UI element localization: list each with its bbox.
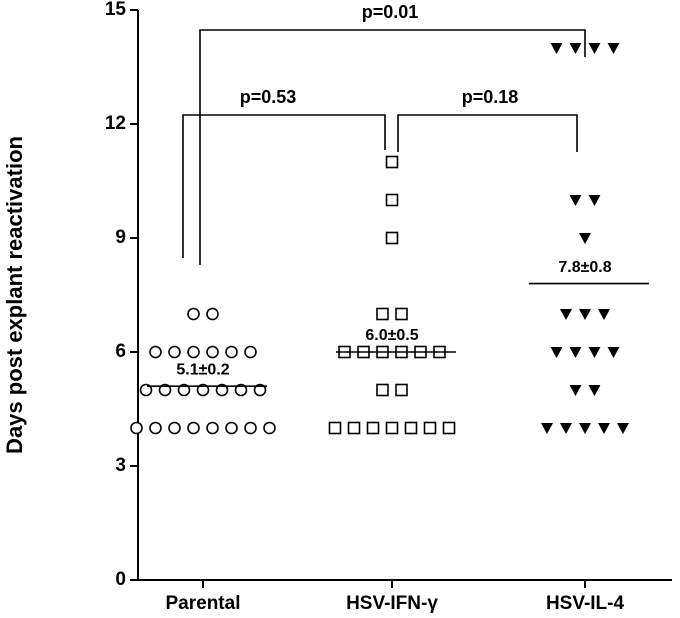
mean-label: 7.8±0.8 (558, 259, 611, 276)
significance-bracket (199, 29, 586, 265)
point (550, 43, 563, 54)
point (579, 233, 591, 244)
p-value-label: p=0.18 (462, 87, 519, 107)
y-tick-label: 3 (115, 455, 126, 476)
point (423, 421, 437, 435)
point (225, 421, 238, 435)
point (598, 423, 610, 434)
point (579, 309, 591, 320)
point (187, 345, 200, 359)
y-axis-label: Days post explant reactivation (2, 136, 27, 454)
point (588, 385, 601, 396)
point (149, 345, 162, 359)
point (225, 345, 238, 359)
y-tick-label: 9 (115, 227, 126, 248)
point (385, 231, 399, 245)
y-tick-label: 12 (105, 113, 126, 134)
point (588, 347, 601, 358)
point (607, 347, 620, 358)
point (560, 423, 572, 434)
significance-bracket (182, 114, 386, 258)
point (385, 421, 399, 435)
p-value-label: p=0.53 (240, 87, 297, 107)
point (588, 43, 601, 54)
point (168, 345, 181, 359)
point (385, 193, 399, 207)
mean-label: 5.1±0.2 (176, 361, 229, 378)
p-value-label: p=0.01 (362, 2, 419, 22)
mean-label: 6.0±0.5 (365, 327, 418, 344)
point (206, 345, 219, 359)
point (598, 309, 610, 320)
point (215, 383, 229, 397)
point (366, 421, 380, 435)
point (617, 423, 629, 434)
point (395, 307, 408, 321)
point (569, 43, 582, 54)
point (588, 195, 601, 206)
point (347, 421, 361, 435)
point (177, 383, 191, 397)
point (234, 383, 248, 397)
point (569, 347, 582, 358)
point (130, 421, 143, 435)
x-tick-label: HSV-IFN-γ (346, 593, 438, 614)
point (168, 421, 181, 435)
point (550, 347, 563, 358)
point (560, 309, 572, 320)
x-tick-label: Parental (166, 593, 241, 614)
point (263, 421, 276, 435)
point (328, 421, 342, 435)
point (376, 383, 389, 397)
point (196, 383, 210, 397)
point (442, 421, 456, 435)
point (187, 307, 200, 321)
y-tick-label: 15 (105, 0, 127, 20)
y-tick-label: 6 (115, 341, 126, 362)
significance-bracket (397, 114, 578, 152)
y-tick-label: 0 (115, 569, 126, 590)
point (158, 383, 172, 397)
point (385, 155, 399, 169)
point (139, 383, 153, 397)
point (395, 383, 408, 397)
point (541, 423, 553, 434)
point (376, 307, 389, 321)
point (607, 43, 620, 54)
x-tick-label: HSV-IL-4 (546, 593, 625, 614)
point (206, 307, 219, 321)
point (187, 421, 200, 435)
point (206, 421, 219, 435)
point (579, 423, 591, 434)
point (253, 383, 267, 397)
point (404, 421, 418, 435)
point (569, 385, 582, 396)
point (244, 421, 257, 435)
point (149, 421, 162, 435)
point (244, 345, 257, 359)
point (569, 195, 582, 206)
